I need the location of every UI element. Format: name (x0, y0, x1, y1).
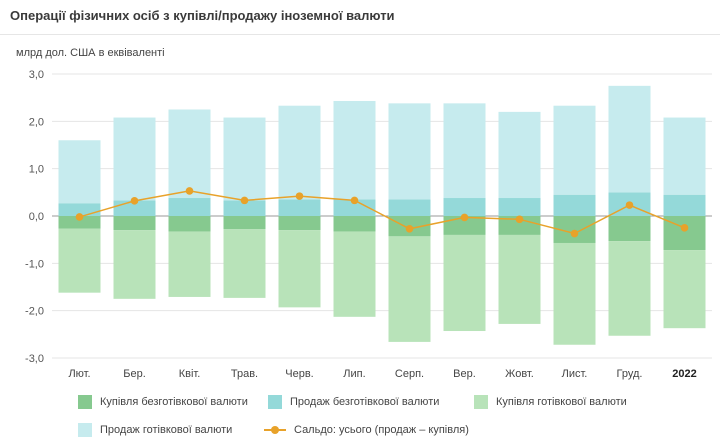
bar-cash-sell (443, 103, 486, 199)
x-tick-label: Лип. (343, 368, 365, 380)
x-tick-label: Черв. (285, 368, 313, 380)
x-tick-labels: Лют. Бер. Квіт. Трав. Черв. Лип. Серп. Вер. Жовт… (68, 368, 696, 380)
bar-cash-buy (388, 236, 431, 342)
bar-cash-buy (498, 234, 541, 324)
bar-noncash-buy (223, 216, 266, 230)
bar-noncash-sell (388, 199, 431, 216)
bar-noncash-sell (663, 194, 706, 216)
bar-cash-sell (58, 140, 101, 204)
legend-label-cash-sell: Продаж готівкової валюти (100, 424, 233, 436)
legend-item-cash-buy: Купівля готівкової валюти (474, 394, 627, 410)
bar-cash-buy (608, 241, 651, 336)
y-tick-label: -3,0 (25, 353, 44, 365)
bar-cash-sell (388, 103, 431, 200)
y-tick-label: 3,0 (29, 69, 44, 81)
title-divider (0, 34, 720, 35)
saldo-point (625, 201, 634, 209)
x-tick-label: Бер. (123, 368, 146, 380)
bar-noncash-buy (333, 216, 376, 232)
x-tick-label: Вер. (453, 368, 476, 380)
bar-cash-buy (168, 231, 211, 297)
saldo-point (570, 229, 579, 238)
x-tick-label: Лист. (562, 368, 588, 380)
saldo-point (680, 224, 689, 232)
legend-item-noncash-sell: Продаж безготівкової валюти (268, 394, 439, 410)
y-tick-labels: 3,0 2,0 1,0 0,0 -1,0 -2,0 -3,0 (25, 69, 44, 365)
bar-cash-sell (498, 111, 541, 199)
bar-noncash-buy (608, 216, 651, 242)
y-tick-label: 2,0 (29, 116, 44, 128)
x-tick-label: 2022 (672, 368, 696, 380)
bar-cash-buy (663, 250, 706, 329)
bar-noncash-buy (498, 216, 541, 235)
bar-cash-sell (553, 105, 596, 195)
saldo-point (295, 192, 304, 200)
saldo-point (185, 187, 194, 195)
grid-lines (52, 73, 712, 359)
saldo-point (350, 196, 359, 205)
bar-noncash-buy (278, 216, 321, 231)
bar-noncash-sell (223, 200, 266, 216)
y-tick-label: 1,0 (29, 164, 44, 176)
x-tick-label: Серп. (395, 368, 424, 380)
chart-plot: млрд дол. США в еквіваленті 3,0 2,0 1,0 0,0… (16, 47, 712, 380)
x-tick-label: Груд. (617, 368, 643, 380)
x-tick-label: Жовт. (505, 368, 534, 380)
saldo-polyline (79, 190, 685, 235)
bar-noncash-buy (58, 216, 101, 229)
saldo-point (405, 224, 414, 233)
bar-cash-buy (278, 230, 321, 308)
bar-cash-sell (113, 117, 156, 201)
bar-cash-sell (223, 117, 266, 201)
bar-noncash-sell (443, 198, 486, 216)
legend-swatch-noncash-buy (78, 395, 92, 409)
bar-cash-buy (333, 231, 376, 317)
y-tick-label: 0,0 (29, 211, 44, 223)
legend-swatch-saldo (264, 423, 286, 437)
bar-cash-buy (443, 234, 486, 332)
legend-swatch-cash-sell (78, 423, 92, 437)
y-tick-label: -2,0 (25, 306, 44, 318)
bar-noncash-sell (58, 203, 101, 216)
legend-swatch-noncash-sell (268, 395, 282, 409)
saldo-point (75, 213, 84, 221)
legend-item-cash-sell: Продаж готівкової валюти (78, 422, 232, 438)
saldo-point (460, 213, 469, 222)
legend-item-saldo: Сальдо: усього (продаж – купівля) (264, 422, 469, 438)
x-tick-label: Квіт. (179, 368, 201, 380)
x-tick-label: Лют. (68, 368, 90, 380)
bar-cash-sell (333, 100, 376, 200)
bar-noncash-sell (333, 199, 376, 216)
bar-noncash-sell (553, 194, 596, 216)
bar-noncash-buy (443, 216, 486, 235)
bar-cash-sell (663, 117, 706, 195)
x-tick-label: Трав. (231, 368, 258, 380)
chart-title: Операції фізичних осіб з купівлі/продажу… (10, 8, 395, 23)
bar-noncash-buy (113, 216, 156, 231)
bar-cash-buy (223, 229, 266, 298)
legend-label-noncash-buy: Купівля безготівкової валюти (100, 396, 248, 408)
bar-cash-sell (608, 85, 651, 193)
saldo-point (240, 196, 249, 205)
bar-noncash-sell (168, 198, 211, 216)
bar-cash-sell (168, 109, 211, 199)
saldo-point (515, 215, 524, 224)
y-axis-label: млрд дол. США в еквіваленті (16, 47, 165, 59)
bar-cash-buy (553, 242, 596, 345)
bar-cash-buy (113, 230, 156, 299)
bar-noncash-sell (498, 198, 541, 216)
saldo-line (75, 187, 689, 238)
bar-cash-buy (58, 228, 101, 293)
bar-cash-sell (278, 105, 321, 200)
bar-noncash-sell (278, 199, 321, 216)
legend-label-saldo: Сальдо: усього (продаж – купівля) (294, 424, 469, 436)
legend-item-noncash-buy: Купівля безготівкової валюти (78, 394, 248, 410)
legend-label-noncash-sell: Продаж безготівкової валюти (290, 396, 440, 408)
legend-swatch-cash-buy (474, 395, 488, 409)
y-tick-label: -1,0 (25, 258, 44, 270)
bar-noncash-buy (168, 216, 211, 232)
saldo-point (130, 197, 139, 205)
legend-label-cash-buy: Купівля готівкової валюти (496, 396, 627, 408)
